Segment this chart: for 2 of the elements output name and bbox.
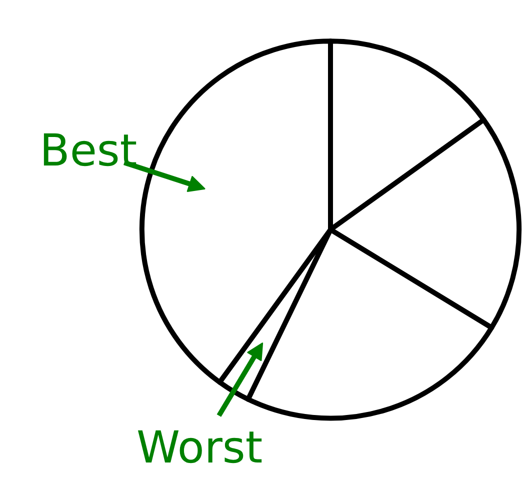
slice-label: Best bbox=[40, 125, 138, 176]
slice-label: Worst bbox=[136, 422, 263, 474]
